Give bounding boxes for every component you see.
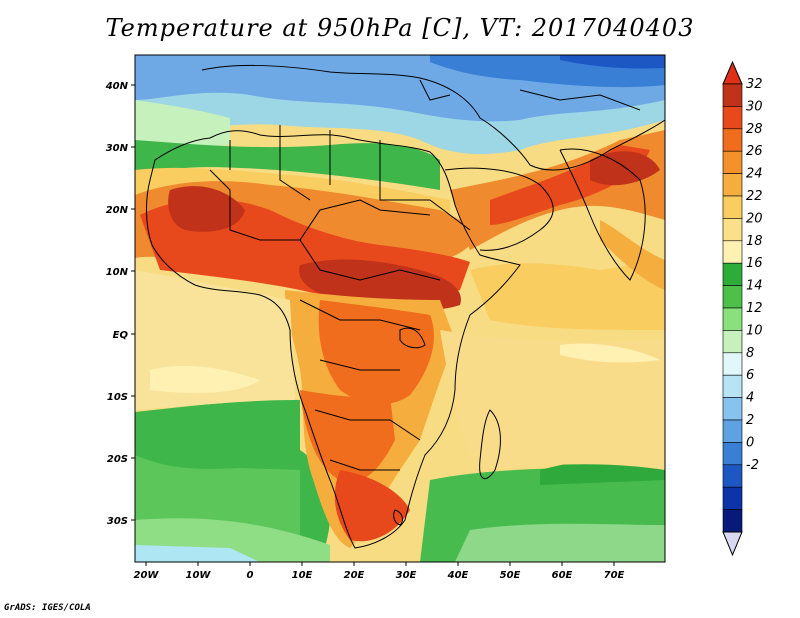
axis-ticks	[131, 84, 615, 566]
colorbar-label: 16	[746, 256, 763, 271]
colorbar-swatch	[722, 419, 743, 443]
colorbar-swatch	[722, 285, 743, 309]
lon-label: 40E	[447, 570, 469, 581]
coastlines	[145, 65, 665, 549]
colorbar-label: 10	[746, 323, 763, 338]
colorbar-label: 32	[746, 77, 763, 92]
lat-label: 30S	[107, 516, 128, 527]
colorbar-swatch	[722, 486, 743, 510]
colorbar-swatch	[722, 509, 743, 533]
colorbar-label: 22	[746, 189, 763, 204]
colorbar-label: 12	[746, 301, 763, 316]
colorbar-swatch	[722, 442, 743, 466]
lon-label: 70E	[604, 570, 625, 581]
colorbar-label: 4	[746, 391, 754, 406]
colorbar-label: 18	[746, 234, 763, 249]
lat-label: 10S	[107, 392, 128, 403]
colorbar-swatch	[722, 106, 743, 130]
lon-label: 60E	[552, 570, 573, 581]
lat-label: 20N	[106, 205, 129, 216]
colorbar-label: 30	[746, 99, 763, 114]
colorbar-bottom-arrow	[722, 531, 743, 557]
lon-label: 20W	[134, 570, 160, 581]
latitude-labels: 40N 30N 20N 10N EQ 10S 20S 30S	[105, 81, 129, 527]
colorbar-label: 28	[746, 122, 763, 137]
colorbar-swatch	[722, 173, 743, 197]
colorbar-top-arrow	[722, 60, 743, 85]
colorbar-label: 14	[746, 279, 763, 294]
colorbar-swatch	[722, 128, 743, 152]
plot-frame	[134, 54, 666, 563]
colorbar-label: 2	[746, 413, 754, 428]
colorbar-swatch	[722, 262, 743, 286]
colorbar-swatch	[722, 218, 743, 242]
lat-label: EQ	[113, 330, 129, 341]
lon-label: 20E	[344, 570, 365, 581]
lon-label: 50E	[500, 570, 521, 581]
colorbar-label: 26	[746, 144, 763, 159]
lon-label: 0	[247, 570, 254, 581]
lon-label: 30E	[396, 570, 417, 581]
map-title: Temperature at 950hPa [C], VT: 201704040…	[105, 14, 695, 42]
colorbar-swatch	[722, 240, 743, 264]
lat-label: 30N	[106, 143, 129, 154]
lat-label: 10N	[106, 267, 129, 278]
colorbar-label: 6	[746, 368, 754, 383]
colorbar-label: -2	[746, 458, 759, 473]
colorbar-swatch	[722, 150, 743, 174]
colorbar-label: 8	[746, 346, 754, 361]
colorbar-swatch	[722, 307, 743, 331]
colorbar-swatch	[722, 352, 743, 376]
software-credit: GrADS: IGES/COLA	[4, 603, 91, 613]
colorbar-label: 24	[746, 167, 763, 182]
colorbar-swatch	[722, 397, 743, 421]
colorbar-label: 0	[746, 435, 754, 450]
lat-label: 20S	[107, 454, 128, 465]
longitude-labels: 20W 10W 0 10E 20E 30E 40E 50E 60E 70E	[134, 570, 625, 581]
lon-label: 10E	[292, 570, 313, 581]
colorbar-swatch	[722, 195, 743, 219]
lon-label: 10W	[186, 570, 212, 581]
colorbar-swatch	[722, 464, 743, 488]
colorbar-label: 20	[746, 211, 763, 226]
colorbar-swatch	[722, 330, 743, 354]
colorbar-swatch	[722, 83, 743, 107]
lat-label: 40N	[105, 81, 129, 92]
temperature-field	[135, 55, 665, 562]
colorbar-swatch	[722, 374, 743, 398]
